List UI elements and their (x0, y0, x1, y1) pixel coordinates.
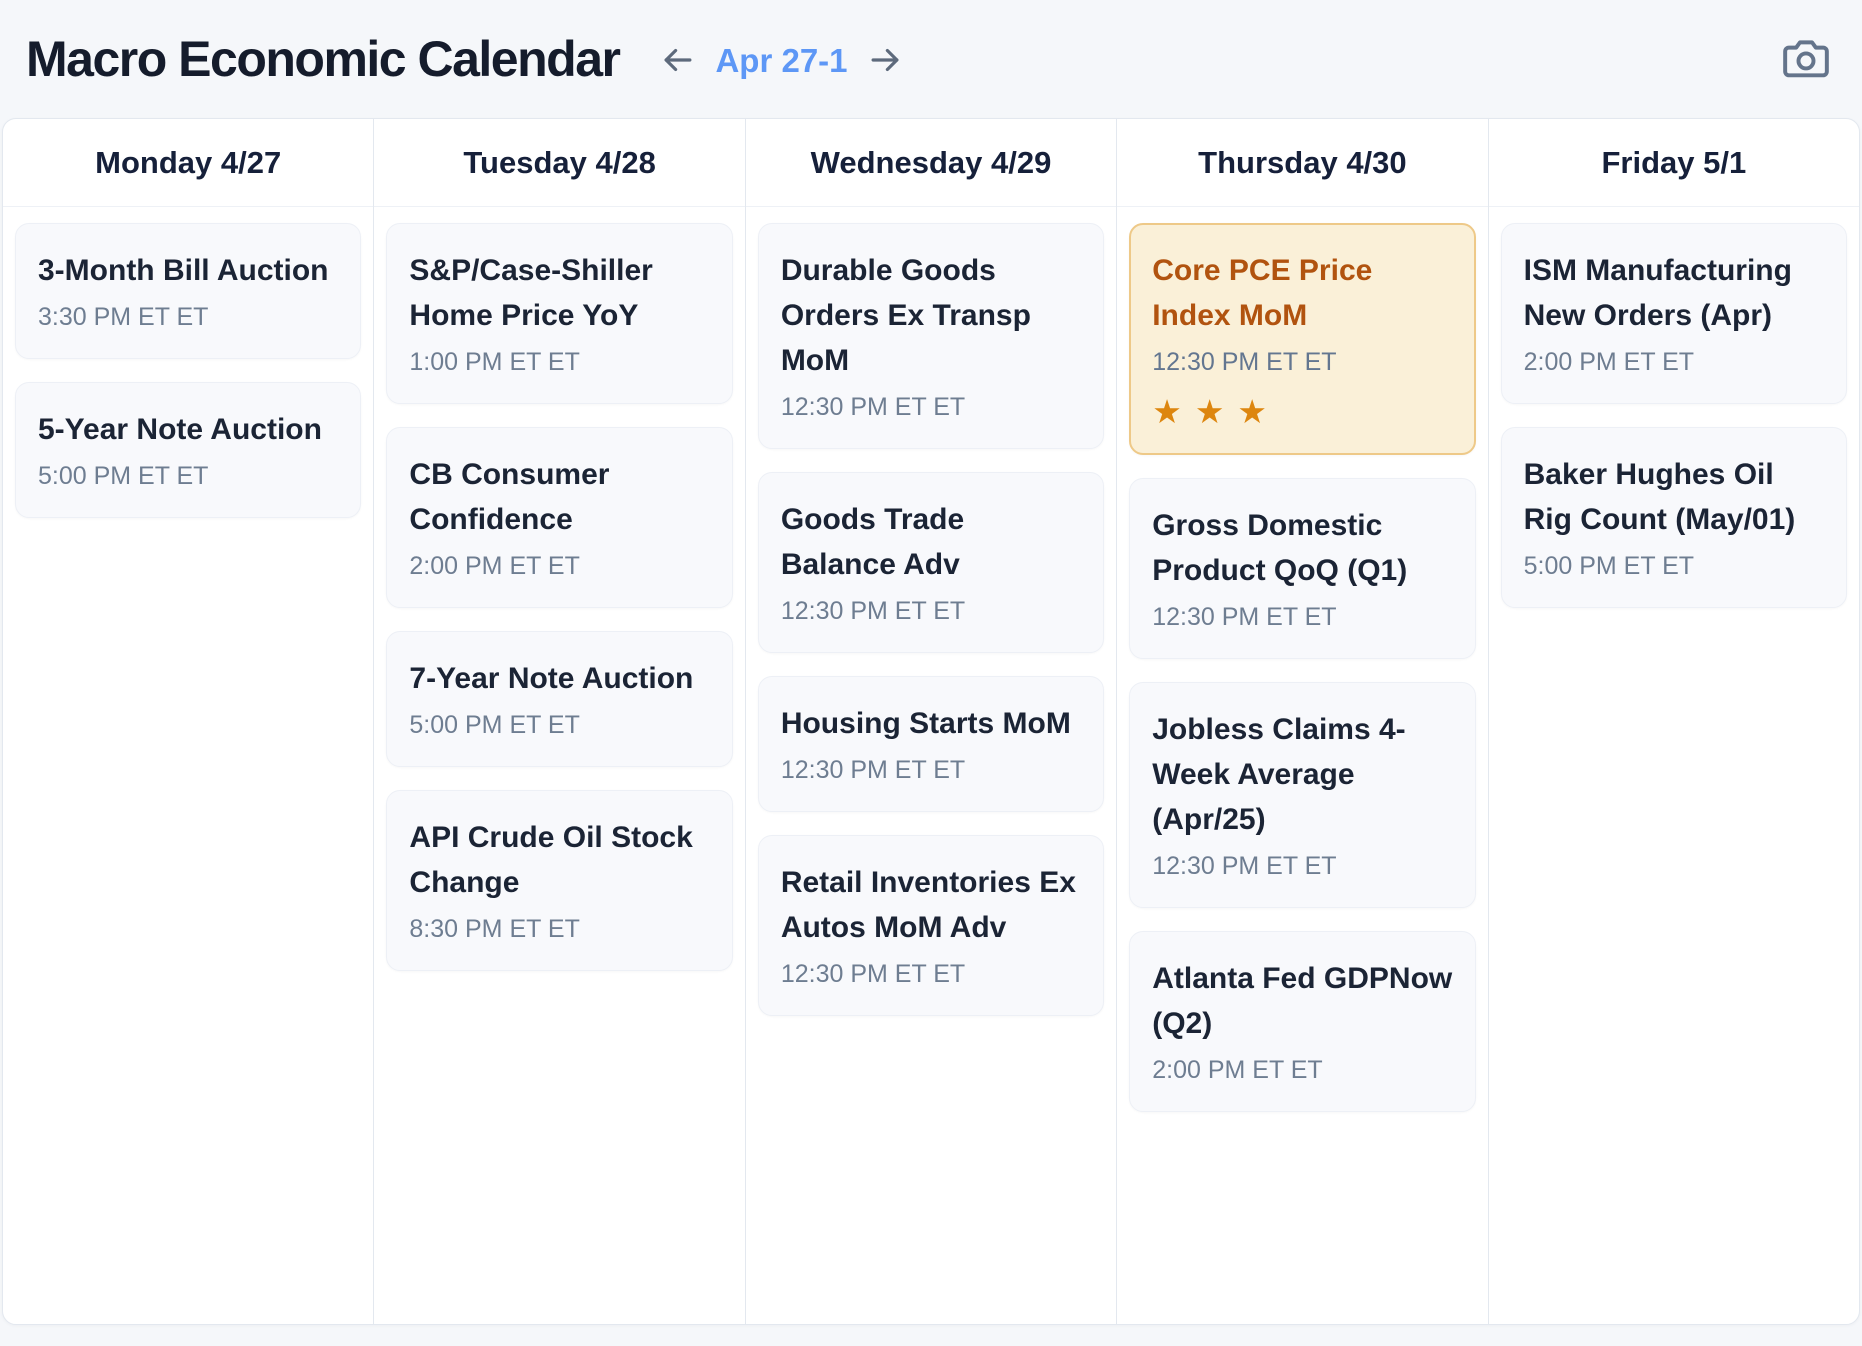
event-card[interactable]: CB Consumer Confidence 2:00 PM ET ET (386, 427, 733, 608)
event-title: Atlanta Fed GDPNow (Q2) (1152, 962, 1453, 1040)
event-card[interactable]: Jobless Claims 4-Week Average (Apr/25) 1… (1129, 682, 1476, 908)
day-column: Thursday 4/30 Core PCE Price Index MoM 1… (1117, 119, 1489, 1324)
event-title: Retail Inventories Ex Autos MoM Adv (780, 866, 1076, 944)
event-title: Gross Domestic Product QoQ (Q1) (1152, 509, 1408, 587)
event-title: CB Consumer Confidence (409, 458, 610, 536)
event-time: 12:30 PM ET ET (1152, 603, 1337, 631)
page-header: Macro Economic Calendar Apr 27-1 (0, 0, 1862, 118)
day-column: Wednesday 4/29 Durable Goods Orders Ex T… (745, 119, 1118, 1324)
event-card[interactable]: Baker Hughes Oil Rig Count (May/01) 5:00… (1500, 427, 1848, 608)
event-title: API Crude Oil Stock Change (409, 821, 693, 899)
importance-star-icon: ★ (1152, 393, 1182, 430)
week-range-label[interactable]: Apr 27-1 (715, 42, 848, 79)
event-time: 5:00 PM ET ET (38, 462, 209, 490)
event-card[interactable]: Atlanta Fed GDPNow (Q2) 2:00 PM ET ET (1129, 931, 1476, 1112)
event-title: 5-Year Note Auction (38, 413, 322, 446)
arrow-right-icon (866, 41, 904, 82)
event-card[interactable]: S&P/Case-Shiller Home Price YoY 1:00 PM … (386, 223, 733, 404)
event-card[interactable]: Core PCE Price Index MoM 12:30 PM ET ET … (1129, 223, 1476, 455)
event-card[interactable]: Goods Trade Balance Adv 12:30 PM ET ET (757, 472, 1105, 653)
day-events-list: 3-Month Bill Auction 3:30 PM ET ET 5-Yea… (3, 207, 373, 1324)
event-time: 1:00 PM ET ET (409, 348, 580, 376)
day-header: Monday 4/27 (3, 119, 374, 207)
importance-star-icon: ★ (1194, 393, 1225, 430)
event-card[interactable]: Housing Starts MoM 12:30 PM ET ET (757, 676, 1105, 812)
page-title: Macro Economic Calendar (26, 31, 621, 87)
event-time: 3:30 PM ET ET (38, 303, 209, 331)
event-time: 12:30 PM ET ET (780, 597, 966, 625)
event-card[interactable]: Durable Goods Orders Ex Transp MoM 12:30… (757, 223, 1105, 449)
event-title: Core PCE Price Index MoM (1152, 254, 1373, 332)
week-nav: Apr 27-1 (659, 41, 903, 82)
day-events-list: ISM Manufacturing New Orders (Apr) 2:00 … (1489, 207, 1859, 1324)
event-title: Jobless Claims 4-Week Average (Apr/25) (1152, 713, 1406, 836)
day-events-list: Core PCE Price Index MoM 12:30 PM ET ET … (1117, 207, 1487, 1324)
day-column: Monday 4/27 3-Month Bill Auction 3:30 PM… (3, 119, 375, 1324)
event-card[interactable]: ISM Manufacturing New Orders (Apr) 2:00 … (1500, 223, 1848, 404)
event-title: Housing Starts MoM (780, 707, 1071, 740)
day-events-list: Durable Goods Orders Ex Transp MoM 12:30… (746, 207, 1116, 1324)
importance-star-icon: ★ (1237, 393, 1267, 430)
prev-week-button[interactable] (659, 41, 697, 82)
event-card[interactable]: Retail Inventories Ex Autos MoM Adv 12:3… (757, 835, 1105, 1016)
event-time: 5:00 PM ET ET (409, 711, 580, 739)
calendar-grid: Monday 4/27 3-Month Bill Auction 3:30 PM… (2, 118, 1860, 1325)
event-card[interactable]: API Crude Oil Stock Change 8:30 PM ET ET (386, 790, 733, 971)
event-time: 12:30 PM ET ET (780, 756, 966, 784)
day-events-list: S&P/Case-Shiller Home Price YoY 1:00 PM … (374, 207, 744, 1324)
event-time: 12:30 PM ET ET (1152, 852, 1337, 880)
event-time: 12:30 PM ET ET (780, 393, 966, 421)
day-header: Thursday 4/30 (1117, 119, 1488, 207)
event-title: S&P/Case-Shiller Home Price YoY (409, 254, 653, 332)
day-header: Wednesday 4/29 (745, 119, 1117, 207)
camera-icon (1778, 33, 1834, 86)
event-title: 7-Year Note Auction (409, 662, 694, 695)
importance-stars: ★ ★ ★ (1152, 395, 1452, 428)
event-time: 12:30 PM ET ET (780, 960, 966, 988)
event-card[interactable]: 5-Year Note Auction 5:00 PM ET ET (15, 382, 362, 518)
event-time: 2:00 PM ET ET (1523, 348, 1695, 376)
event-time: 12:30 PM ET ET (1152, 348, 1337, 376)
screenshot-button[interactable] (1778, 33, 1834, 86)
event-title: Goods Trade Balance Adv (780, 503, 965, 581)
day-header: Friday 5/1 (1488, 119, 1859, 207)
event-time: 2:00 PM ET ET (409, 552, 580, 580)
arrow-left-icon (659, 41, 697, 82)
day-column: Tuesday 4/28 S&P/Case-Shiller Home Price… (374, 119, 746, 1324)
day-header: Tuesday 4/28 (374, 119, 745, 207)
event-card[interactable]: 3-Month Bill Auction 3:30 PM ET ET (15, 223, 362, 359)
event-card[interactable]: 7-Year Note Auction 5:00 PM ET ET (386, 631, 733, 767)
event-card[interactable]: Gross Domestic Product QoQ (Q1) 12:30 PM… (1129, 478, 1476, 659)
day-column: Friday 5/1 ISM Manufacturing New Orders … (1488, 119, 1859, 1324)
event-title: 3-Month Bill Auction (38, 254, 329, 287)
event-time: 2:00 PM ET ET (1152, 1056, 1323, 1084)
event-title: Durable Goods Orders Ex Transp MoM (780, 254, 1031, 377)
event-title: Baker Hughes Oil Rig Count (May/01) (1523, 458, 1796, 536)
event-time: 8:30 PM ET ET (409, 915, 580, 943)
event-title: ISM Manufacturing New Orders (Apr) (1523, 254, 1792, 332)
next-week-button[interactable] (866, 41, 904, 82)
event-time: 5:00 PM ET ET (1523, 552, 1695, 580)
